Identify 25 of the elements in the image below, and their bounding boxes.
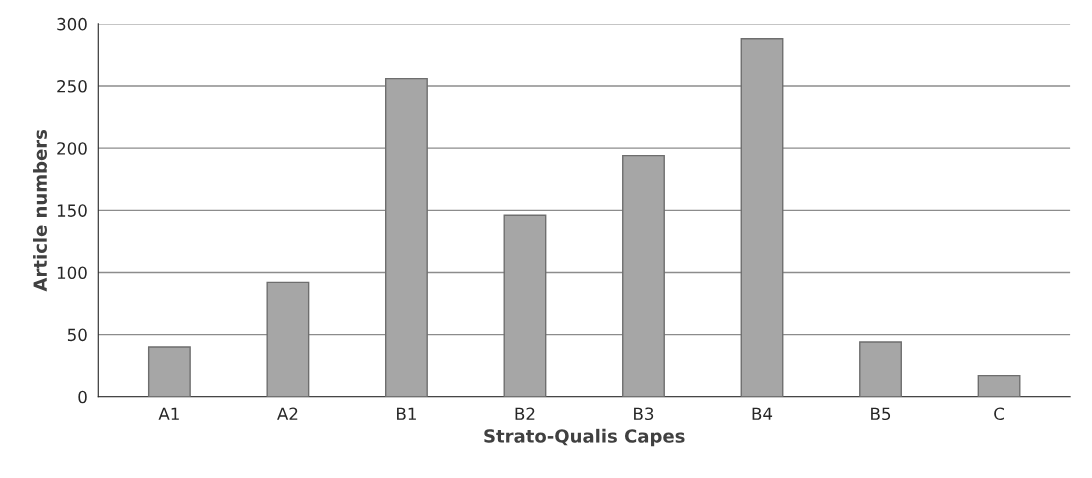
bar bbox=[385, 77, 428, 397]
bar bbox=[503, 214, 547, 397]
x-axis-title: Strato-Qualis Capes bbox=[484, 428, 685, 447]
x-tick-label: C bbox=[994, 407, 1004, 421]
y-tick-label: 150 bbox=[57, 204, 87, 217]
bar bbox=[977, 374, 1021, 397]
bar bbox=[859, 341, 902, 397]
y-tick-label: 0 bbox=[78, 390, 87, 404]
y-axis-title: Article numbers bbox=[33, 129, 47, 292]
y-tick-label: 200 bbox=[57, 142, 87, 155]
x-tick-label: B2 bbox=[515, 407, 535, 420]
y-tick-label: 250 bbox=[57, 80, 87, 93]
bar bbox=[622, 154, 665, 397]
y-tick-label: 50 bbox=[67, 328, 87, 342]
bar bbox=[147, 346, 191, 397]
x-tick-label: B4 bbox=[752, 407, 773, 420]
x-tick-label: B5 bbox=[871, 407, 891, 421]
y-tick-label: 100 bbox=[57, 266, 87, 280]
bar bbox=[740, 38, 784, 397]
x-tick-label: A2 bbox=[277, 407, 298, 420]
x-tick-label: A1 bbox=[158, 407, 179, 420]
y-tick-label: 300 bbox=[57, 17, 87, 31]
x-tick-label: B1 bbox=[397, 407, 416, 420]
bar bbox=[266, 281, 310, 397]
x-tick-label: B3 bbox=[634, 407, 654, 421]
